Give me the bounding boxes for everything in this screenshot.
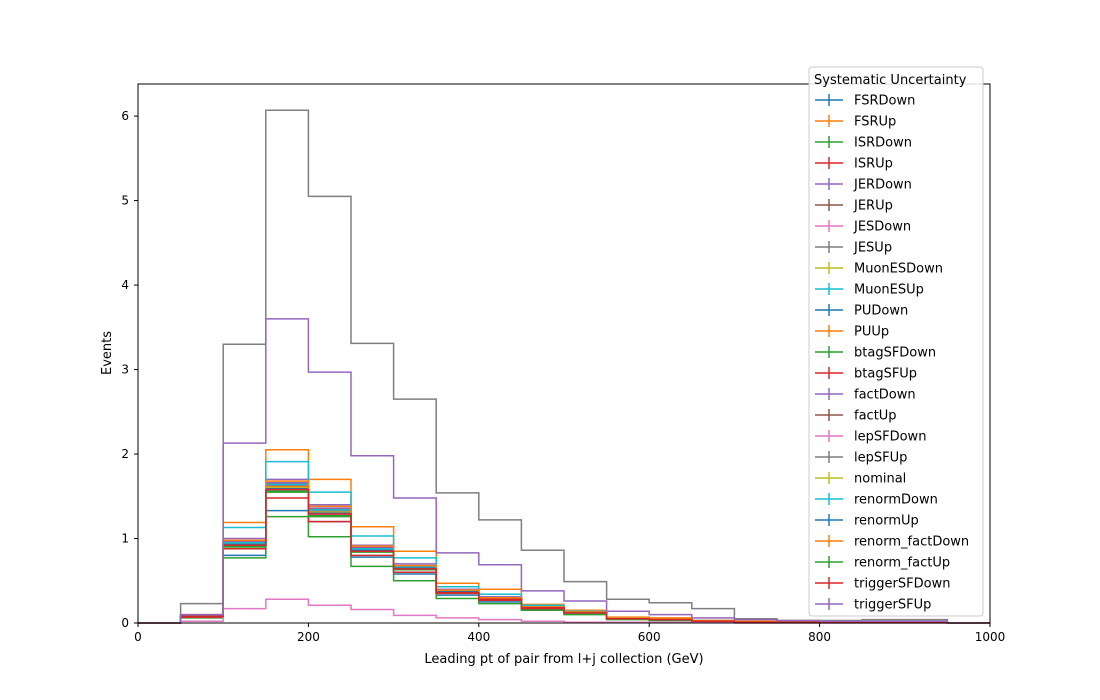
legend-item-factDown: factDown — [815, 388, 916, 403]
plot-series — [138, 109, 990, 624]
legend-item-factUp: factUp — [815, 409, 897, 424]
legend-label: nominal — [854, 472, 906, 487]
legend-label: renorm_factDown — [854, 535, 969, 550]
legend-item-FSRUp: FSRUp — [815, 115, 896, 130]
legend-items: FSRDown FSRUp ISRDown ISRUp JERDown JERUp JESD… — [815, 94, 969, 613]
y-tick-label: 1 — [121, 532, 129, 546]
legend-item-renorm_factDown: renorm_factDown — [815, 535, 969, 550]
legend-item-PUDown: PUDown — [815, 304, 908, 319]
legend-item-JESUp: JESUp — [815, 241, 892, 256]
x-tick-label: 600 — [638, 630, 661, 644]
legend-item-lepSFDown: lepSFDown — [815, 430, 926, 445]
legend-item-JESDown: JESDown — [815, 220, 911, 235]
legend-item-renormUp: renormUp — [815, 514, 919, 529]
legend-item-JERDown: JERDown — [815, 178, 912, 193]
legend-label: JERUp — [853, 199, 893, 214]
legend-label: PUUp — [854, 325, 889, 340]
y-tick-label: 3 — [121, 363, 129, 377]
legend-label: factDown — [854, 388, 916, 403]
series-triggerSFDown — [138, 488, 990, 624]
legend-label: lepSFDown — [854, 430, 926, 445]
legend-item-lepSFUp: lepSFUp — [815, 451, 907, 466]
legend-label: triggerSFDown — [854, 577, 950, 592]
y-axis-ticks: 0 1 2 3 4 5 6 — [121, 109, 138, 630]
legend-label: btagSFUp — [854, 367, 917, 382]
x-tick-label: 400 — [467, 630, 490, 644]
legend-item-renormDown: renormDown — [815, 493, 938, 508]
legend-label: renormDown — [854, 493, 938, 508]
y-tick-label: 4 — [121, 278, 129, 292]
legend-label: JESUp — [853, 241, 892, 256]
legend-label: JESDown — [853, 220, 911, 235]
legend-label: factUp — [854, 409, 897, 424]
legend-item-triggerSFDown: triggerSFDown — [815, 577, 950, 592]
legend-label: btagSFDown — [854, 346, 936, 361]
legend-item-FSRDown: FSRDown — [815, 94, 915, 109]
legend-item-MuonESUp: MuonESUp — [815, 283, 924, 298]
y-tick-label: 6 — [121, 109, 129, 123]
legend-label: MuonESDown — [854, 262, 943, 277]
legend-item-triggerSFUp: triggerSFUp — [815, 598, 931, 613]
legend-item-nominal: nominal — [815, 472, 906, 487]
legend-label: renorm_factUp — [854, 556, 950, 571]
x-tick-label: 200 — [297, 630, 320, 644]
x-tick-label: 1000 — [975, 630, 1006, 644]
legend-item-JERUp: JERUp — [815, 199, 893, 214]
legend-item-MuonESDown: MuonESDown — [815, 262, 943, 277]
axes-frame — [137, 83, 991, 624]
legend: Systematic Uncertainty FSRDown FSRUp ISRDo… — [808, 66, 984, 617]
x-axis-label: Leading pt of pair from l+j collection (… — [424, 652, 703, 667]
legend-label: PUDown — [854, 304, 908, 319]
legend-label: ISRUp — [854, 157, 893, 172]
legend-title: Systematic Uncertainty — [814, 73, 967, 88]
y-axis-label: Events — [100, 331, 115, 375]
legend-label: MuonESUp — [854, 283, 924, 298]
legend-label: triggerSFUp — [854, 598, 931, 613]
legend-item-renorm_factUp: renorm_factUp — [815, 556, 950, 571]
legend-item-PUUp: PUUp — [815, 325, 889, 340]
legend-item-btagSFUp: btagSFUp — [815, 367, 917, 382]
x-tick-label: 0 — [134, 630, 142, 644]
series-triggerSFUp — [138, 318, 990, 624]
x-tick-label: 800 — [808, 630, 831, 644]
legend-label: lepSFUp — [854, 451, 907, 466]
legend-label: FSRUp — [854, 115, 896, 130]
y-tick-label: 0 — [121, 616, 129, 630]
legend-label: JERDown — [853, 178, 912, 193]
y-tick-label: 5 — [121, 194, 129, 208]
legend-box — [808, 66, 984, 617]
legend-item-btagSFDown: btagSFDown — [815, 346, 936, 361]
legend-label: FSRDown — [854, 94, 915, 109]
legend-item-ISRUp: ISRUp — [815, 157, 893, 172]
y-tick-label: 2 — [121, 447, 129, 461]
legend-label: renormUp — [854, 514, 919, 529]
legend-item-ISRDown: ISRDown — [815, 136, 912, 151]
legend-label: ISRDown — [854, 136, 912, 151]
x-axis-ticks: 0 200 400 600 800 1000 — [134, 623, 1005, 644]
